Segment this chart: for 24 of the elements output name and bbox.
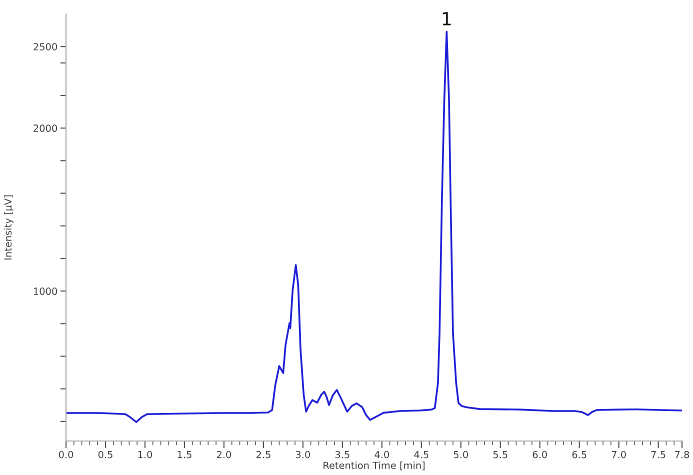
x-axis-title: Retention Time [min] xyxy=(324,462,425,470)
x-tick-label: 3.0 xyxy=(296,450,310,458)
x-tick-label: 4.5 xyxy=(414,451,428,458)
y-tick-label: 2500 xyxy=(34,43,58,50)
x-tick-label: 6.5 xyxy=(572,450,586,458)
x-tick-label: 1.5 xyxy=(178,451,192,458)
x-tick-label: 4.0 xyxy=(374,450,389,458)
y-tick-label: 2000 xyxy=(34,124,58,132)
x-tick-label: 5.0 xyxy=(454,450,468,458)
annotation: 1 xyxy=(442,12,451,26)
x-tick-label: 2.0 xyxy=(216,450,232,458)
x-tick-label: 0.5 xyxy=(98,450,112,458)
x-tick-label: 7.5 xyxy=(651,451,666,458)
y-tick-label: 1000 xyxy=(34,288,58,295)
x-tick-label: 5.5 xyxy=(493,451,508,458)
x-tick-label: 3.5 xyxy=(335,450,350,458)
line-series xyxy=(66,30,682,423)
x-tick-label: 7.0 xyxy=(612,450,626,458)
x-tick-label: 7.8 xyxy=(675,450,690,458)
x-tick-label: 2.5 xyxy=(256,450,270,458)
y-axis-title: Intensity [µV] xyxy=(4,195,14,260)
x-tick-label: 1.0 xyxy=(138,450,152,458)
x-tick-label: 0.0 xyxy=(58,450,74,458)
x-tick-label: 6.0 xyxy=(532,450,547,458)
